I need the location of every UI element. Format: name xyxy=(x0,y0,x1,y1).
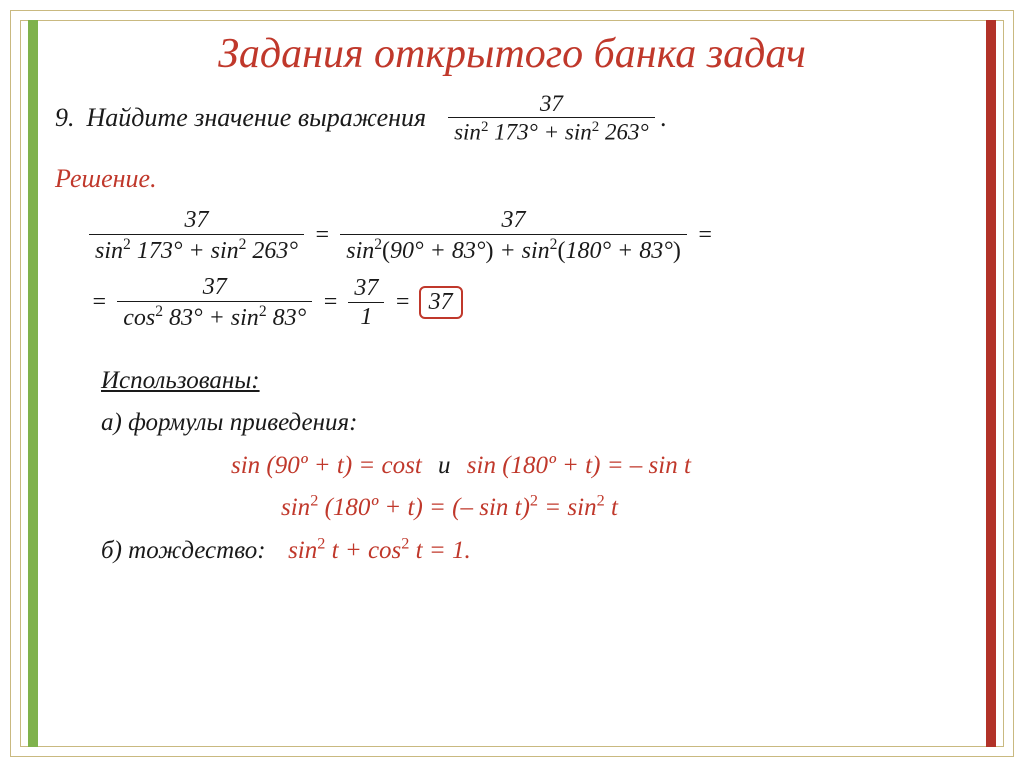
accent-bar-right xyxy=(986,20,996,747)
problem-fraction: 37 sin2 173° + sin2 263° xyxy=(448,90,655,146)
step1-lhs-den: sin2 173° + sin2 263° xyxy=(89,235,304,265)
content-area: Задания открытого банка задач 9. Найдите… xyxy=(55,26,969,741)
step1-lhs: 37 sin2 173° + sin2 263° xyxy=(89,206,304,265)
used-heading: Использованы: xyxy=(101,367,260,394)
step2-mid-den: 1 xyxy=(354,303,378,331)
used-a-line2: sin2 (180º + t) = (– sin t)2 = sin2 t xyxy=(281,487,969,530)
step2-mid: 37 1 xyxy=(348,274,384,331)
used-b-label: б) тождество: xyxy=(101,537,266,564)
problem-frac-num: 37 xyxy=(534,90,569,117)
problem-frac-den: sin2 173° + sin2 263° xyxy=(448,118,655,146)
solution-step-1: 37 sin2 173° + sin2 263° = 37 sin2(90° +… xyxy=(85,206,969,265)
step1-lhs-num: 37 xyxy=(179,206,215,234)
step2-lhs-num: 37 xyxy=(197,273,233,301)
used-a-label: а) формулы приведения: xyxy=(101,402,969,445)
problem-row: 9. Найдите значение выражения 37 sin2 17… xyxy=(55,90,969,146)
problem-dot: . xyxy=(661,103,668,133)
used-a1-right: sin (180º + t) = – sin t xyxy=(467,452,691,479)
answer-box: 37 xyxy=(419,286,463,319)
step2-mid-num: 37 xyxy=(348,274,384,302)
step1-rhs: 37 sin2(90° + 83°) + sin2(180° + 83°) xyxy=(340,206,687,265)
used-a-line1: sin (90º + t) = cost и sin (180º + t) = … xyxy=(231,445,969,488)
solution-label: Решение. xyxy=(55,164,969,194)
used-block: Использованы: а) формулы приведения: sin… xyxy=(101,360,969,573)
step1-rhs-num: 37 xyxy=(496,206,532,234)
used-b-line: б) тождество: sin2 t + cos2 t = 1. xyxy=(101,530,969,573)
slide: Задания открытого банка задач 9. Найдите… xyxy=(0,0,1024,767)
problem-text: Найдите значение выражения xyxy=(87,103,427,133)
slide-title: Задания открытого банка задач xyxy=(55,30,969,78)
step2-lhs-den: cos2 83° + sin2 83° xyxy=(117,302,312,332)
used-a1-left: sin (90º + t) = cost xyxy=(231,452,422,479)
used-a1-and: и xyxy=(438,452,451,479)
problem-number: 9. xyxy=(55,103,75,133)
solution-step-2: = 37 cos2 83° + sin2 83° = 37 1 = 37 xyxy=(85,273,969,332)
step2-lhs: 37 cos2 83° + sin2 83° xyxy=(117,273,312,332)
used-b-formula: sin2 t + cos2 t = 1. xyxy=(288,537,471,564)
accent-bar-left xyxy=(28,20,38,747)
step1-rhs-den: sin2(90° + 83°) + sin2(180° + 83°) xyxy=(340,235,687,265)
